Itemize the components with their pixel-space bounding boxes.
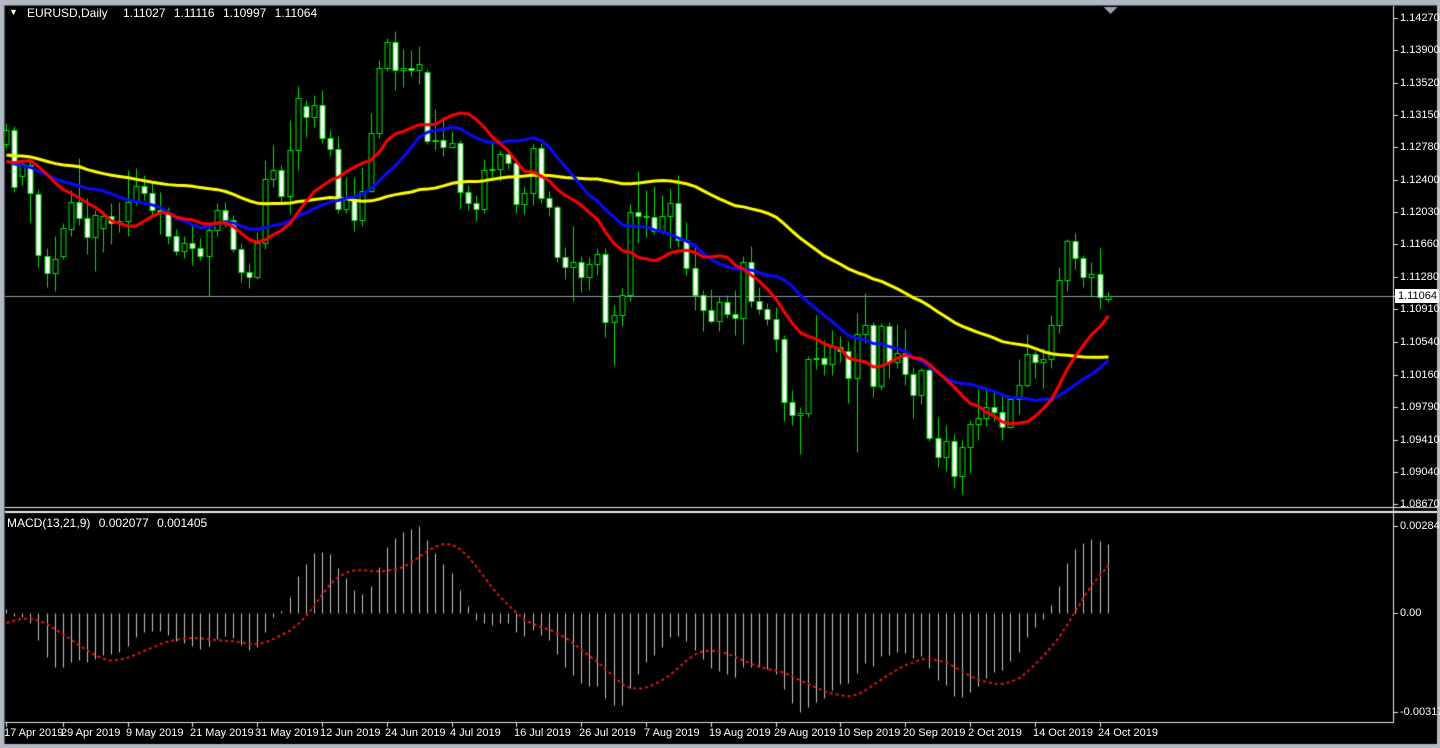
date-tick-label: 10 Sep 2019 [838,727,901,739]
macd-tick-label: 0.00 [1400,607,1422,619]
price-tick-label: 1.13150 [1400,109,1440,121]
ohlc-close: 1.11064 [274,6,318,20]
date-tick-label: 9 May 2019 [126,727,184,739]
macd-name: MACD(13,21,9) [7,516,91,530]
current-price-label: 1.11064 [1395,289,1439,303]
date-tick-label: 24 Jun 2019 [385,727,446,739]
macd-value-signal: 0.001405 [157,516,208,530]
chart-title: EURUSD,Daily 1.11027 1.11116 1.10997 1.1… [27,6,322,20]
date-tick-label: 24 Oct 2019 [1098,727,1158,739]
date-tick-label: 16 Jul 2019 [514,727,571,739]
price-tick-label: 1.08670 [1400,498,1440,510]
price-tick-label: 1.13900 [1400,44,1440,56]
date-tick-label: 2 Oct 2019 [968,727,1022,739]
macd-tick-label: 0.002848 [1400,520,1440,532]
date-tick-label: 26 Jul 2019 [579,727,636,739]
symbol-period-label: EURUSD,Daily [27,6,108,20]
price-tick-label: 1.12400 [1400,174,1440,186]
date-tick-label: 17 Apr 2019 [4,727,64,739]
ohlc-low: 1.10997 [222,6,267,20]
date-tick-label: 4 Jul 2019 [450,727,501,739]
price-tick-label: 1.11660 [1400,238,1439,250]
macd-indicator-label: MACD(13,21,9) 0.002077 0.001405 [7,516,212,530]
date-tick-label: 21 May 2019 [190,727,254,739]
date-tick-label: 12 Jun 2019 [320,727,381,739]
date-tick-label: 14 Oct 2019 [1033,727,1093,739]
price-tick-label: 1.10910 [1400,303,1440,315]
price-tick-label: 1.12780 [1400,141,1440,153]
price-tick-label: 1.14270 [1400,12,1440,24]
date-tick-label: 29 Aug 2019 [774,727,836,739]
price-tick-label: 1.09410 [1400,434,1440,446]
date-tick-label: 19 Aug 2019 [709,727,771,739]
macd-tick-label: -0.003171 [1400,706,1440,718]
ohlc-high: 1.11116 [173,6,215,20]
price-tick-label: 1.13520 [1400,77,1440,89]
date-tick-label: 31 May 2019 [255,727,319,739]
date-tick-label: 7 Aug 2019 [644,727,700,739]
price-tick-label: 1.10540 [1400,336,1440,348]
price-tick-label: 1.09790 [1400,401,1440,413]
macd-value-main: 0.002077 [98,516,149,530]
price-tick-label: 1.11280 [1400,271,1439,283]
date-tick-label: 20 Sep 2019 [903,727,966,739]
price-tick-label: 1.12030 [1400,206,1440,218]
date-tick-label: 29 Apr 2019 [61,727,121,739]
chart-collapse-icon[interactable]: ▼ [9,7,18,17]
ohlc-open: 1.11027 [123,6,166,20]
price-tick-label: 1.09040 [1400,466,1440,478]
price-tick-label: 1.10160 [1400,369,1440,381]
